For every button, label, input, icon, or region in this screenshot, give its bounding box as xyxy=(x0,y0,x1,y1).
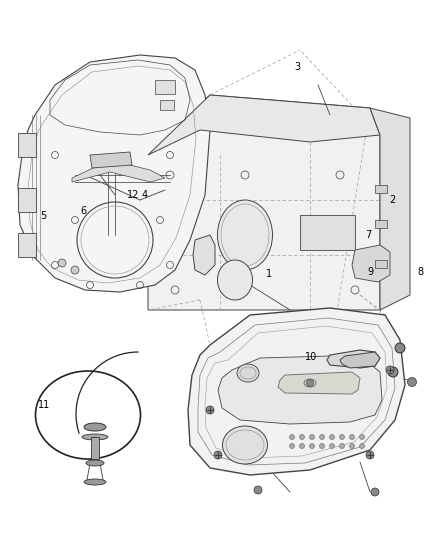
Bar xyxy=(91,437,99,459)
Text: 5: 5 xyxy=(41,211,47,221)
FancyBboxPatch shape xyxy=(18,188,36,212)
Text: 7: 7 xyxy=(365,230,371,239)
Circle shape xyxy=(206,406,214,414)
Polygon shape xyxy=(352,245,390,282)
Circle shape xyxy=(310,434,314,440)
Ellipse shape xyxy=(304,379,316,387)
Circle shape xyxy=(360,443,364,448)
Circle shape xyxy=(329,434,335,440)
Circle shape xyxy=(300,434,304,440)
Circle shape xyxy=(254,486,262,494)
Circle shape xyxy=(71,266,79,274)
Ellipse shape xyxy=(223,426,268,464)
Text: 4: 4 xyxy=(141,190,148,199)
Circle shape xyxy=(339,434,345,440)
Text: 3: 3 xyxy=(295,62,301,71)
Bar xyxy=(375,260,387,268)
Circle shape xyxy=(290,443,294,448)
Polygon shape xyxy=(327,350,380,368)
Circle shape xyxy=(386,366,394,374)
Ellipse shape xyxy=(218,260,252,300)
Ellipse shape xyxy=(84,479,106,485)
Polygon shape xyxy=(218,356,382,424)
Text: 2: 2 xyxy=(389,195,395,205)
Circle shape xyxy=(366,451,374,459)
Circle shape xyxy=(319,443,325,448)
Polygon shape xyxy=(18,55,210,292)
Circle shape xyxy=(307,379,314,386)
Circle shape xyxy=(350,443,354,448)
Circle shape xyxy=(395,343,405,353)
Circle shape xyxy=(290,434,294,440)
Bar xyxy=(375,220,387,228)
Polygon shape xyxy=(278,372,360,394)
Polygon shape xyxy=(148,95,380,310)
Polygon shape xyxy=(188,308,405,475)
Ellipse shape xyxy=(35,371,141,459)
Bar xyxy=(375,185,387,193)
Circle shape xyxy=(214,451,222,459)
Polygon shape xyxy=(148,95,380,155)
Polygon shape xyxy=(90,152,132,168)
FancyBboxPatch shape xyxy=(18,133,36,157)
Text: 11: 11 xyxy=(38,400,50,410)
Circle shape xyxy=(58,259,66,267)
Polygon shape xyxy=(193,235,215,275)
Ellipse shape xyxy=(218,200,272,270)
Bar xyxy=(160,100,174,110)
Text: 6: 6 xyxy=(80,206,86,215)
Polygon shape xyxy=(72,160,165,182)
Polygon shape xyxy=(370,108,410,310)
Circle shape xyxy=(310,443,314,448)
Ellipse shape xyxy=(237,364,259,382)
Ellipse shape xyxy=(82,434,108,440)
Circle shape xyxy=(329,443,335,448)
Circle shape xyxy=(350,434,354,440)
Bar xyxy=(155,80,175,94)
Ellipse shape xyxy=(84,423,106,431)
Text: 12: 12 xyxy=(127,190,140,199)
Text: 9: 9 xyxy=(367,267,373,277)
Text: 8: 8 xyxy=(417,267,424,277)
Text: 1: 1 xyxy=(266,270,272,279)
Circle shape xyxy=(300,443,304,448)
Circle shape xyxy=(319,434,325,440)
FancyBboxPatch shape xyxy=(300,215,355,250)
FancyBboxPatch shape xyxy=(18,233,36,257)
Circle shape xyxy=(339,443,345,448)
Circle shape xyxy=(360,434,364,440)
Circle shape xyxy=(388,367,398,377)
Ellipse shape xyxy=(86,460,104,466)
Circle shape xyxy=(407,377,417,386)
Circle shape xyxy=(371,488,379,496)
Polygon shape xyxy=(340,352,380,368)
Text: 10: 10 xyxy=(305,352,317,362)
